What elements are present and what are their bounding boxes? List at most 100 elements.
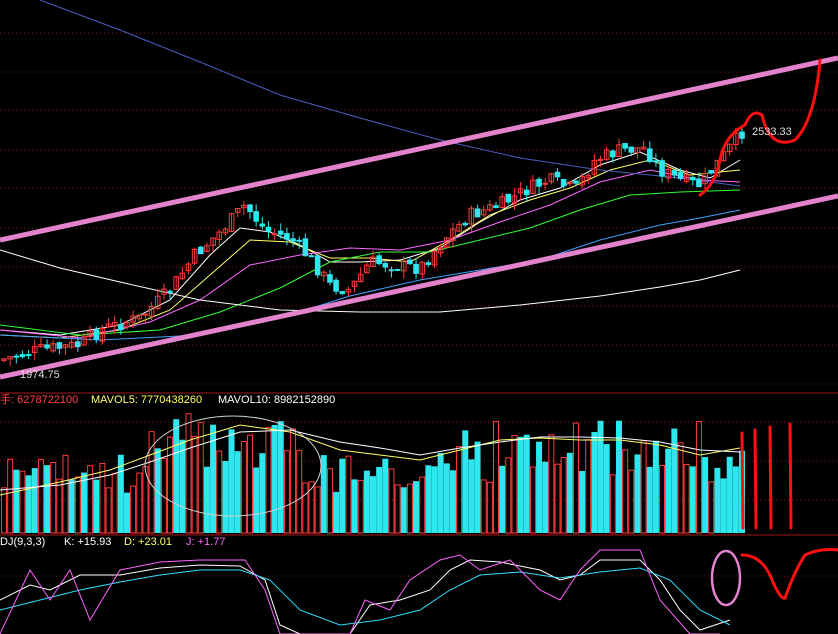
candle-body — [13, 355, 20, 358]
candle-body — [444, 237, 450, 248]
volume-bar — [671, 428, 678, 533]
volume-bar — [413, 481, 420, 533]
volume-bar — [493, 421, 499, 534]
volume-bars — [1, 413, 745, 534]
candle-body — [610, 150, 616, 158]
candle-body — [321, 271, 327, 277]
volume-bar — [425, 465, 432, 533]
candle-body — [579, 176, 585, 186]
volume-bar — [87, 465, 94, 534]
kdj-legend-name: DJ(9,3,3) — [0, 536, 45, 548]
volume-bar — [597, 420, 604, 533]
volume-bar — [732, 466, 739, 533]
candle-body — [339, 291, 346, 295]
candle-body — [124, 322, 130, 328]
candle-body — [93, 329, 100, 340]
candle-body — [111, 321, 118, 327]
volume-bar — [468, 459, 475, 533]
volume-bar — [370, 476, 376, 533]
candle-body — [284, 233, 290, 240]
candle-body — [487, 204, 493, 211]
candle-body — [222, 228, 229, 234]
volume-bar — [31, 468, 38, 533]
candle-body — [302, 238, 309, 257]
candle-body — [394, 268, 401, 271]
volume-projection-stroke — [788, 422, 793, 530]
volume-bar — [167, 436, 174, 534]
candle-body — [462, 222, 469, 226]
candle-body — [327, 274, 333, 283]
candle-body — [536, 178, 542, 187]
indicator-highlight-ellipse — [710, 549, 742, 607]
candle-body — [560, 178, 567, 187]
volume-bar — [726, 456, 733, 533]
kdj-d-line — [0, 567, 731, 626]
candle-body — [204, 245, 210, 252]
volume-bar — [160, 457, 167, 534]
trend-channel — [0, 55, 838, 380]
candle-body — [290, 238, 296, 242]
volume-bar — [296, 449, 303, 534]
volume-bar — [634, 454, 641, 533]
volume-bar — [517, 436, 524, 533]
volume-bar — [283, 450, 290, 534]
candle-body — [25, 354, 32, 357]
volume-bar — [529, 466, 536, 534]
volume-bar — [480, 479, 487, 534]
candle-body — [419, 261, 425, 275]
volume-bar — [44, 465, 51, 533]
volume-bar — [326, 468, 333, 534]
volume-bar — [19, 470, 26, 534]
kdj-k-line — [0, 559, 731, 634]
candle-body — [573, 180, 579, 184]
candle-body — [68, 341, 75, 348]
candle-body — [351, 280, 358, 288]
volume-bar — [560, 457, 567, 534]
candle-body — [499, 196, 505, 208]
candle-body — [480, 209, 487, 216]
candle-body — [616, 144, 622, 158]
candle-body — [130, 315, 136, 323]
candle-body — [653, 160, 659, 163]
candle-body — [677, 172, 684, 179]
volume-bar — [419, 476, 426, 534]
volume-bar — [462, 430, 469, 533]
candle-body — [142, 313, 149, 316]
volume-bar — [511, 435, 518, 534]
volume-bar — [357, 479, 364, 534]
volume-bar — [302, 482, 309, 534]
volume-bar — [585, 439, 592, 534]
candle-body — [530, 179, 536, 195]
candle-body — [505, 193, 512, 203]
candle-body — [99, 327, 106, 342]
candle-body — [259, 223, 266, 227]
volume-bar — [652, 440, 659, 533]
candle-body — [105, 323, 112, 328]
volume-bar — [247, 434, 253, 534]
candle-body — [1, 358, 7, 361]
volume-bar — [443, 463, 450, 533]
candle-body — [456, 223, 462, 232]
candle-body — [542, 182, 549, 185]
volume-bar — [339, 458, 346, 533]
volume-bar — [13, 469, 20, 533]
volume-bar — [376, 466, 383, 533]
moving-average-lines — [0, 0, 741, 341]
high-price-label: 2533.33 — [752, 126, 792, 138]
volume-bar — [228, 429, 235, 533]
volume-bar — [572, 422, 579, 534]
candle-body — [382, 263, 389, 268]
candle-body — [708, 170, 715, 174]
candle-body — [314, 255, 321, 276]
volume-bar — [689, 466, 696, 533]
candle-body — [185, 263, 192, 272]
candle-body — [597, 158, 604, 161]
volume-bar — [394, 484, 401, 534]
volume-bar — [68, 479, 75, 533]
volume-legend: 手: 6278722100 — [0, 392, 78, 406]
volume-bar — [665, 448, 672, 533]
kdj-legend-d: D: +23.01 — [124, 536, 172, 548]
volume-bar — [105, 487, 112, 534]
volume-bar — [93, 479, 100, 533]
candle-body — [167, 290, 173, 293]
